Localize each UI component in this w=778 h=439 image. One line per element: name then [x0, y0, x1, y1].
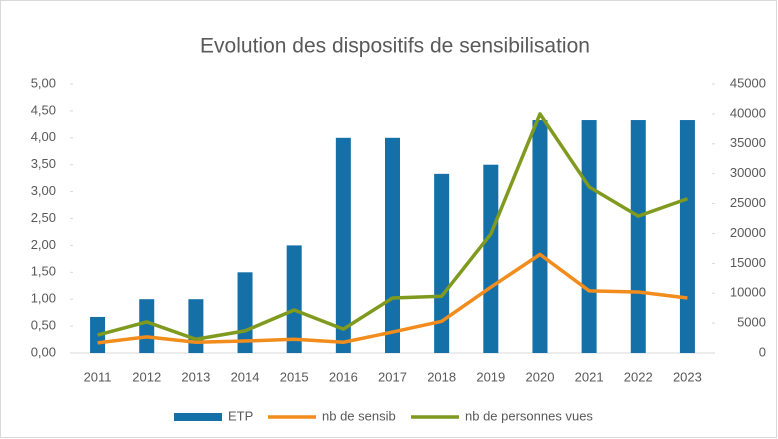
x-tick-label: 2014 [231, 369, 260, 384]
legend-label: ETP [228, 408, 253, 423]
x-tick-label: 2020 [526, 369, 555, 384]
y2-tick-label: 35000 [730, 135, 766, 150]
y2-tick-label: 0 [759, 344, 766, 359]
line [97, 252, 688, 345]
bar [385, 137, 400, 353]
x-tick-label: 2016 [329, 369, 358, 384]
bar [532, 120, 548, 354]
y-tick-label: 0,50 [31, 318, 56, 333]
x-tick-label: 2023 [673, 369, 702, 384]
y-tick-label: 3,50 [31, 156, 56, 171]
y-tick-label: 2,00 [31, 237, 56, 252]
bar [679, 120, 695, 354]
bar [188, 299, 204, 353]
y-tick-label: 0,00 [31, 344, 56, 359]
y2-tick-label: 30000 [730, 165, 766, 180]
y-tick-label: 3,00 [31, 183, 56, 198]
x-tick-label: 2012 [132, 369, 161, 384]
y2-tick-label: 15000 [730, 255, 766, 270]
y2-tick-label: 10000 [730, 285, 766, 300]
y2-tick-label: 20000 [730, 225, 766, 240]
bar [335, 137, 351, 353]
x-tick-label: 2015 [280, 369, 309, 384]
y-tick-label: 2,50 [31, 210, 56, 225]
bar [630, 120, 646, 354]
legend-label: nb de sensib [322, 408, 396, 423]
bar [581, 120, 597, 354]
x-tick-label: 2022 [624, 369, 653, 384]
y-tick-label: 1,00 [31, 291, 56, 306]
y-tick-label: 1,50 [31, 264, 56, 279]
bar [286, 245, 302, 353]
y2-tick-label: 45000 [730, 75, 766, 90]
bar [434, 173, 450, 353]
y2-tick-label: 40000 [730, 105, 766, 120]
y-tick-label: 4,50 [31, 102, 56, 117]
y2-tick-label: 25000 [730, 195, 766, 210]
chart-title: Evolution des dispositifs de sensibilisa… [200, 35, 590, 58]
x-tick-label: 2011 [84, 369, 112, 384]
y-tick-label: 4,00 [31, 129, 56, 144]
x-tick-label: 2013 [181, 369, 210, 384]
x-tick-label: 2018 [427, 369, 456, 384]
x-tick-label: 2019 [476, 369, 505, 384]
x-tick-label: 2017 [378, 369, 407, 384]
bar [483, 164, 499, 353]
y-tick-label: 5,00 [31, 75, 56, 90]
line [97, 112, 689, 342]
bar [139, 299, 155, 353]
x-tick-label: 2021 [575, 369, 604, 384]
legend-swatch [174, 413, 222, 421]
y2-tick-label: 5000 [737, 315, 766, 330]
legend-label: nb de personnes vues [465, 408, 593, 423]
